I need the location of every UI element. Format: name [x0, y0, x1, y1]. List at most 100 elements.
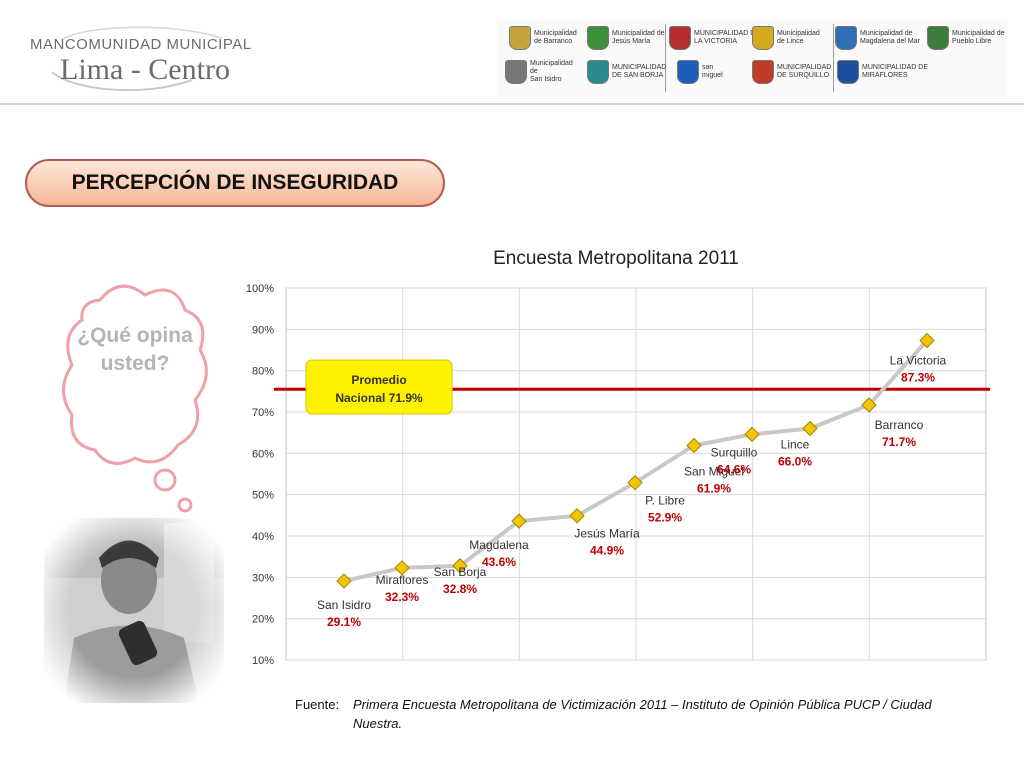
value-label: 64.6% — [717, 462, 751, 476]
data-point-marker — [686, 437, 702, 454]
value-label: 29.1% — [327, 615, 361, 629]
brand-name: Lima - Centro — [60, 53, 230, 86]
logo-divider — [833, 24, 834, 92]
crest-icon — [677, 60, 699, 84]
category-label: San Miguel — [684, 464, 744, 478]
y-tick-label: 70% — [252, 407, 274, 419]
y-tick-label: 90% — [252, 324, 274, 336]
crest-icon — [587, 60, 609, 84]
value-label: 44.9% — [590, 544, 624, 558]
value-label: 87.3% — [901, 370, 935, 384]
logo-divider — [665, 24, 666, 92]
municipal-logo-label: Municipalidad de Barranco — [534, 30, 577, 45]
data-point-marker — [919, 332, 935, 349]
municipal-logo-label: MUNICIPALIDAD DE SURQUILLO — [777, 64, 832, 79]
org-name: MANCOMUNIDAD MUNICIPAL — [30, 36, 252, 53]
category-label: Jesús María — [574, 527, 640, 541]
data-point-marker — [569, 508, 585, 524]
municipal-logo: Municipalidad de Magdalena del Mar — [835, 26, 920, 50]
person-photo — [44, 518, 224, 703]
value-label: 71.7% — [882, 435, 916, 449]
municipal-logo-label: MUNICIPALIDAD DE LA VICTORIA — [694, 30, 760, 45]
crest-icon — [835, 26, 857, 50]
category-label: Magdalena — [469, 538, 529, 552]
data-point-marker — [861, 397, 877, 413]
national-average-label: Nacional 71.9% — [335, 391, 423, 405]
crest-icon — [752, 26, 774, 50]
y-tick-label: 50% — [252, 490, 274, 502]
source-text: Primera Encuesta Metropolitana de Victim… — [353, 697, 932, 731]
chart-title: Encuesta Metropolitana 2011 — [493, 248, 739, 269]
section-title: PERCEPCIÓN DE INSEGURIDAD — [25, 159, 445, 207]
category-label: La Victoria — [890, 353, 947, 367]
data-point-marker — [511, 513, 527, 529]
category-label: Surquillo — [711, 445, 758, 459]
category-label: P. Libre — [645, 494, 685, 508]
y-axis: 10% 20% 30% 40% 50% 60% 70% 80% 90% 100% — [246, 283, 274, 667]
value-label: 32.3% — [385, 590, 419, 604]
brand-swirl-icon — [51, 26, 223, 92]
data-point-marker — [452, 558, 468, 574]
municipal-logo-label: Municipalidad de Pueblo Libre — [952, 30, 1005, 45]
municipal-logos: Municipalidad de Barranco Municipalidad d… — [497, 20, 1007, 96]
y-tick-label: 30% — [252, 572, 274, 584]
category-label: Barranco — [875, 418, 924, 432]
crest-icon — [927, 26, 949, 50]
source-label: Fuente: — [295, 697, 340, 712]
y-tick-label: 100% — [246, 283, 274, 295]
category-label: San Borja — [434, 565, 487, 579]
data-point-marker — [744, 426, 760, 443]
reference-line-group: Promedio Nacional 71.9% — [274, 359, 990, 415]
value-label: 61.9% — [697, 481, 731, 495]
crest-icon — [669, 26, 691, 50]
value-label: 52.9% — [648, 511, 682, 525]
municipal-logo-label: Municipalidad de Magdalena del Mar — [860, 30, 920, 45]
municipal-logo: MUNICIPALIDAD DE MIRAFLORES — [837, 60, 928, 84]
data-point-marker — [627, 474, 643, 491]
municipal-logo: MUNICIPALIDAD DE LA VICTORIA — [669, 26, 760, 50]
y-tick-label: 20% — [252, 614, 274, 626]
value-label: 66.0% — [778, 455, 812, 469]
y-tick-label: 10% — [252, 655, 274, 667]
municipal-logo: Municipalidad de Pueblo Libre — [927, 26, 1005, 50]
municipal-logo: Municipalidad de Lince — [752, 26, 820, 50]
value-label: 32.8% — [443, 582, 477, 596]
data-point-marker — [394, 560, 410, 576]
national-average-label: Promedio — [351, 373, 406, 387]
y-tick-label: 40% — [252, 531, 274, 543]
category-label: San Isidro — [317, 598, 371, 612]
crest-icon — [837, 60, 859, 84]
data-point-marker — [802, 420, 818, 437]
municipal-logo: Municipalidad de San Isidro — [505, 60, 573, 84]
inseguridad-line-chart: Encuesta Metropolitana 2011 10% 20% 30% 40%… — [246, 248, 990, 667]
crest-icon — [752, 60, 774, 84]
crest-icon — [587, 26, 609, 50]
y-tick-label: 80% — [252, 366, 274, 378]
thought-bubble-icon — [62, 284, 208, 538]
municipal-logo-label: MUNICIPALIDAD DE SAN BORJA — [612, 64, 667, 79]
data-point-marker — [336, 573, 352, 589]
municipal-logo: MUNICIPALIDAD DE SURQUILLO — [752, 60, 831, 84]
crest-icon — [505, 60, 527, 84]
municipal-logo: Municipalidad de Jesús María — [587, 26, 665, 50]
municipal-logo: Municipalidad de Barranco — [509, 26, 577, 50]
municipal-logo-label: san miguel — [702, 64, 723, 79]
value-label: 43.6% — [482, 555, 516, 569]
brand-logo: MANCOMUNIDAD MUNICIPAL Lima - Centro — [22, 20, 252, 100]
category-label: Lince — [781, 438, 810, 452]
crest-icon — [509, 26, 531, 50]
series-insecurity — [336, 332, 935, 589]
data-labels: San Isidro 29.1% Miraflores 32.3% San Borja 3… — [317, 353, 947, 629]
callout-text: ¿Qué opina usted? — [77, 324, 193, 375]
chart-gridlines — [285, 287, 987, 661]
municipal-logo-label: Municipalidad de Jesús María — [612, 30, 665, 45]
y-tick-label: 60% — [252, 448, 274, 460]
municipal-logo-label: Municipalidad de San Isidro — [530, 60, 573, 83]
municipal-logo: san miguel — [677, 60, 723, 84]
municipal-logo-label: MUNICIPALIDAD DE MIRAFLORES — [862, 64, 928, 79]
header-divider — [0, 103, 1024, 105]
national-average-box — [305, 359, 453, 415]
municipal-logo-label: Municipalidad de Lince — [777, 30, 820, 45]
municipal-logo: MUNICIPALIDAD DE SAN BORJA — [587, 60, 666, 84]
category-label: Miraflores — [376, 573, 429, 587]
